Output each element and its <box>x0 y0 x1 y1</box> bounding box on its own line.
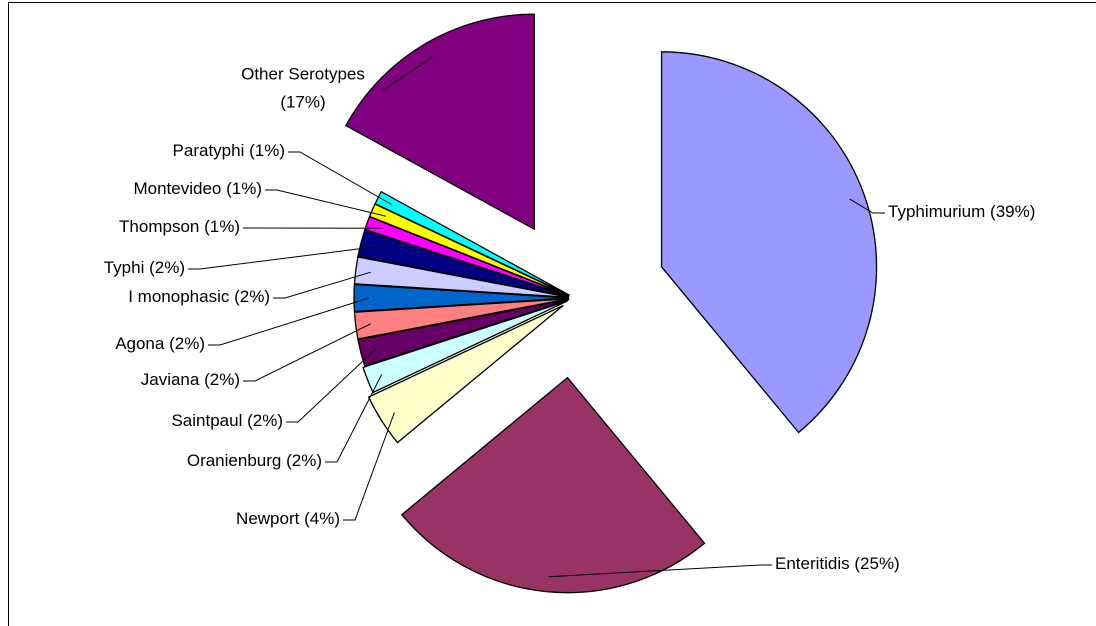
slice-name: I monophasic <box>128 287 230 306</box>
slice-name: Typhimurium <box>888 202 985 221</box>
pie-slice <box>353 283 570 313</box>
slice-label: Newport (4%) <box>236 509 340 528</box>
slice-value-label: (4%) <box>304 509 340 528</box>
leader-line <box>548 564 772 578</box>
pie-slice <box>374 190 570 296</box>
slice-value-label: (39%) <box>990 202 1035 221</box>
leader-line <box>343 412 395 521</box>
slice-label: Thompson (1%) <box>119 217 240 236</box>
leader-line <box>243 323 371 382</box>
slice-label: Montevideo (1%) <box>133 179 262 198</box>
slice-value-label: (2%) <box>234 287 270 306</box>
slice-label: Paratyphi (1%) <box>173 141 285 160</box>
pie-slice <box>367 304 564 444</box>
leader-line <box>188 246 376 270</box>
pie-slice <box>344 13 535 231</box>
slice-label: Oranienburg (2%) <box>187 451 322 470</box>
pie-slice <box>353 298 570 340</box>
slice-name: Newport <box>236 509 300 528</box>
slice-value-label: (2%) <box>204 370 240 389</box>
slice-name: Typhi <box>104 258 145 277</box>
pie-slice <box>353 256 570 298</box>
leader-line <box>382 56 433 91</box>
leader-line <box>325 374 383 463</box>
pie-slice <box>660 51 878 434</box>
slice-label: Typhimurium (39%) <box>888 202 1035 221</box>
slice-value-label: (1%) <box>249 141 285 160</box>
pie-slice <box>357 298 570 367</box>
slice-name: Javiana <box>141 370 200 389</box>
leader-line <box>849 198 885 214</box>
slice-label: Typhi (2%) <box>104 258 185 277</box>
slice-value-label: (2%) <box>149 258 185 277</box>
slice-label: I monophasic (2%) <box>128 287 270 306</box>
slice-name: Paratyphi <box>173 141 245 160</box>
slice-label: Agona (2%) <box>115 334 205 353</box>
leader-line <box>265 189 387 217</box>
leader-line <box>273 271 371 299</box>
slice-name: Saintpaul <box>171 411 242 430</box>
leader-line <box>288 151 392 205</box>
slice-name: Agona <box>115 334 165 353</box>
slice-value-label: (2%) <box>247 411 283 430</box>
slice-value-label: (2%) <box>286 451 322 470</box>
leader-line <box>286 348 376 423</box>
slice-value-label: (1%) <box>226 179 262 198</box>
slice-label: Other Serotypes <box>241 64 365 83</box>
leader-line <box>208 297 370 346</box>
slice-value-label: (2%) <box>169 334 205 353</box>
slice-label: Javiana (2%) <box>141 370 240 389</box>
slice-label: Saintpaul (2%) <box>171 411 283 430</box>
slice-name: Enteritidis <box>775 554 850 573</box>
slice-name: Montevideo <box>133 179 221 198</box>
slice-name: Thompson <box>119 217 199 236</box>
pie-slice <box>400 376 706 594</box>
slice-value-label: (25%) <box>854 554 899 573</box>
slice-value-label: (1%) <box>204 217 240 236</box>
slice-name: Oranienburg <box>187 451 282 470</box>
slice-value-label: (17%) <box>280 92 325 111</box>
slice-label: Enteritidis (25%) <box>775 554 900 573</box>
